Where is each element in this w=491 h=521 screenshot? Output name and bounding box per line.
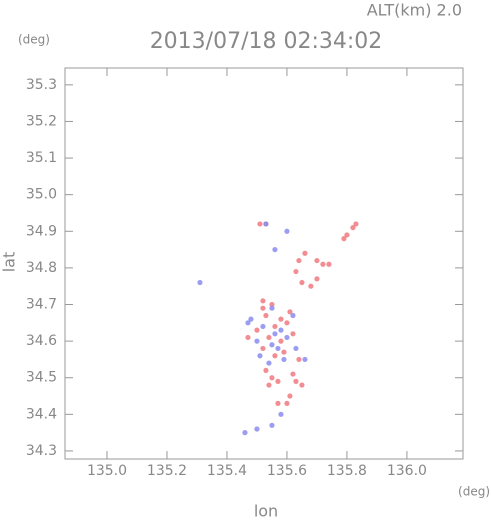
radar-point bbox=[272, 246, 278, 253]
radar-point bbox=[266, 382, 272, 388]
radar-point bbox=[284, 334, 290, 341]
y-tick-label: 35.1 bbox=[26, 150, 57, 166]
radar-point bbox=[290, 371, 296, 377]
radar-point bbox=[263, 312, 269, 319]
radar-point bbox=[353, 221, 359, 227]
radar-point bbox=[293, 268, 299, 275]
radar-point bbox=[314, 276, 320, 282]
radar-point bbox=[350, 225, 356, 231]
radar-point bbox=[260, 345, 266, 352]
radar-point bbox=[269, 305, 275, 311]
radar-point bbox=[272, 353, 278, 359]
radar-point bbox=[278, 338, 284, 344]
radar-point bbox=[269, 342, 275, 348]
radar-point bbox=[287, 393, 293, 399]
radar-point bbox=[245, 320, 251, 326]
radar-point bbox=[296, 356, 302, 363]
radar-point bbox=[284, 320, 290, 326]
radar-point bbox=[284, 228, 290, 234]
radar-point bbox=[314, 257, 320, 264]
plot-frame bbox=[64, 67, 464, 460]
radar-point bbox=[269, 301, 275, 308]
radar-point bbox=[290, 331, 296, 337]
radar-point bbox=[266, 360, 272, 366]
y-tick-label: 34.7 bbox=[26, 297, 57, 313]
y-tick-label: 34.4 bbox=[26, 406, 57, 422]
radar-point bbox=[326, 261, 332, 267]
y-tick-label: 34.9 bbox=[26, 223, 57, 239]
x-tick-label: 135.4 bbox=[207, 463, 247, 479]
radar-point bbox=[254, 426, 260, 432]
y-tick-label: 34.5 bbox=[26, 370, 57, 386]
x-unit: (deg) bbox=[458, 485, 490, 499]
radar-point bbox=[257, 353, 263, 359]
radar-point bbox=[275, 378, 281, 384]
radar-point bbox=[293, 378, 299, 384]
radar-point bbox=[275, 345, 281, 352]
radar-point bbox=[308, 283, 314, 289]
radar-point bbox=[254, 327, 260, 333]
y-axis-label: lat bbox=[0, 252, 19, 273]
radar-point bbox=[245, 334, 251, 341]
radar-point bbox=[275, 400, 281, 406]
radar-point bbox=[278, 316, 284, 322]
x-tick-label: 135.2 bbox=[147, 463, 187, 479]
radar-point bbox=[254, 338, 260, 344]
radar-point bbox=[260, 305, 266, 311]
radar-point bbox=[281, 356, 287, 363]
altitude-label: ALT(km) 2.0 bbox=[367, 1, 462, 20]
radar-point bbox=[278, 411, 284, 417]
radar-point bbox=[293, 345, 299, 352]
y-tick-label: 34.8 bbox=[26, 260, 57, 276]
y-tick-label: 35.3 bbox=[26, 77, 57, 93]
x-tick-label: 135.6 bbox=[267, 463, 307, 479]
radar-point bbox=[278, 327, 284, 333]
radar-point bbox=[257, 221, 263, 227]
radar-point bbox=[269, 422, 275, 428]
radar-point bbox=[281, 349, 287, 355]
radar-point bbox=[248, 316, 254, 322]
radar-point bbox=[263, 221, 269, 227]
radar-point bbox=[302, 250, 308, 256]
radar-point bbox=[197, 279, 203, 286]
y-tick-label: 34.3 bbox=[26, 443, 57, 459]
x-axis-label: lon bbox=[254, 502, 278, 521]
radar-point bbox=[263, 367, 269, 374]
radar-point bbox=[242, 430, 248, 436]
radar-point bbox=[260, 298, 266, 304]
radar-point bbox=[266, 334, 272, 341]
radar-point bbox=[260, 323, 266, 330]
radar-point bbox=[299, 382, 305, 388]
radar-point bbox=[299, 279, 305, 286]
radar-point bbox=[320, 261, 326, 267]
radar-point bbox=[344, 232, 350, 238]
radar-point bbox=[272, 323, 278, 330]
y-tick-label: 34.6 bbox=[26, 333, 57, 349]
radar-point bbox=[272, 331, 278, 337]
radar-point bbox=[341, 236, 347, 242]
radar-point bbox=[269, 375, 275, 381]
x-tick-label: 135.0 bbox=[87, 463, 127, 479]
y-unit: (deg) bbox=[18, 33, 50, 47]
chart-title: 2013/07/18 02:34:02 bbox=[150, 29, 383, 54]
radar-point bbox=[302, 356, 308, 363]
x-tick-label: 136.0 bbox=[387, 463, 427, 479]
radar-point bbox=[296, 257, 302, 264]
x-tick-label: 135.8 bbox=[327, 463, 367, 479]
radar-point bbox=[290, 312, 296, 319]
radar-point bbox=[287, 309, 293, 315]
y-tick-label: 35.2 bbox=[26, 113, 57, 129]
y-tick-label: 35.0 bbox=[26, 187, 57, 203]
radar-point bbox=[284, 400, 290, 406]
